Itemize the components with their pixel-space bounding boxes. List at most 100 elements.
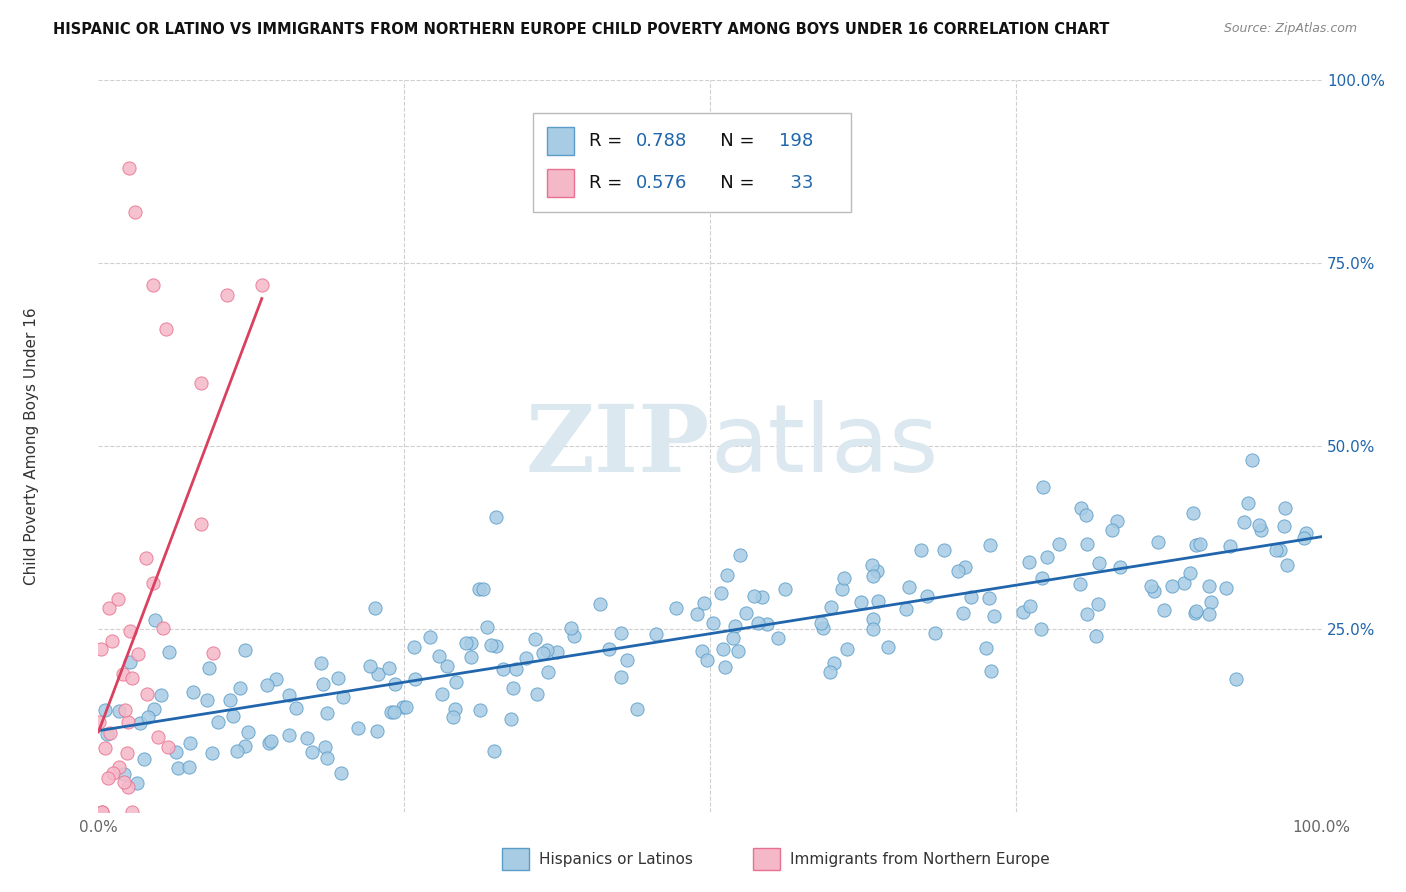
Text: Source: ZipAtlas.com: Source: ZipAtlas.com [1223, 22, 1357, 36]
Point [515, 650, 537, 665]
Point [404, 672, 426, 686]
Point [471, 582, 494, 596]
Point [1236, 495, 1258, 509]
Point [751, 590, 773, 604]
Text: 0.576: 0.576 [636, 174, 686, 192]
Point [1011, 605, 1033, 619]
Point [1225, 672, 1247, 686]
Point [98, 726, 121, 740]
Point [120, 624, 142, 638]
Text: Child Poverty Among Boys Under 16: Child Poverty Among Boys Under 16 [24, 307, 38, 585]
Point [952, 606, 974, 620]
Point [142, 701, 165, 715]
Point [256, 678, 278, 692]
Point [177, 760, 200, 774]
Point [233, 643, 256, 657]
Point [979, 591, 1001, 605]
Point [1031, 571, 1053, 585]
Point [709, 586, 731, 600]
Point [97, 601, 120, 615]
Point [260, 733, 283, 747]
Point [1264, 542, 1286, 557]
Point [1250, 523, 1272, 537]
Point [384, 677, 406, 691]
Point [721, 632, 744, 646]
Point [714, 659, 737, 673]
Point [1109, 559, 1132, 574]
Point [468, 703, 491, 717]
Point [222, 708, 245, 723]
Point [430, 687, 453, 701]
Point [810, 615, 832, 630]
Point [1035, 550, 1057, 565]
Point [226, 744, 249, 758]
Point [1019, 599, 1042, 614]
FancyBboxPatch shape [533, 113, 851, 212]
Point [1215, 581, 1237, 595]
Point [693, 596, 716, 610]
Point [165, 745, 187, 759]
Point [142, 278, 165, 293]
Point [121, 671, 143, 685]
Point [201, 746, 224, 760]
Point [1188, 537, 1211, 551]
Point [112, 775, 135, 789]
Point [456, 636, 478, 650]
Point [202, 646, 225, 660]
Point [142, 576, 165, 591]
Point [89, 715, 111, 730]
Point [108, 759, 131, 773]
Point [1184, 606, 1206, 620]
Point [979, 539, 1001, 553]
Point [894, 602, 917, 616]
Point [616, 653, 638, 667]
Point [598, 641, 620, 656]
Point [118, 656, 141, 670]
Point [537, 665, 560, 679]
Point [692, 644, 714, 658]
Point [696, 653, 718, 667]
Point [347, 721, 370, 735]
Point [665, 600, 688, 615]
Point [229, 681, 252, 695]
FancyBboxPatch shape [547, 169, 574, 196]
Point [1294, 531, 1316, 545]
Point [392, 700, 415, 714]
Point [610, 670, 633, 684]
Point [747, 615, 769, 630]
FancyBboxPatch shape [547, 127, 574, 155]
Point [135, 551, 157, 566]
Text: atlas: atlas [710, 400, 938, 492]
Point [479, 639, 502, 653]
Point [121, 805, 143, 819]
Point [97, 771, 120, 785]
Point [546, 645, 568, 659]
Point [1240, 452, 1263, 467]
Text: HISPANIC OR LATINO VS IMMIGRANTS FROM NORTHERN EUROPE CHILD POVERTY AMONG BOYS U: HISPANIC OR LATINO VS IMMIGRANTS FROM NO… [53, 22, 1109, 37]
Point [1180, 566, 1202, 581]
Point [924, 625, 946, 640]
Point [146, 730, 169, 744]
Point [862, 612, 884, 626]
Point [1185, 538, 1208, 552]
Point [364, 601, 387, 615]
Point [367, 666, 389, 681]
Point [132, 752, 155, 766]
Point [359, 659, 381, 673]
Point [295, 731, 318, 746]
Point [932, 543, 955, 558]
Text: N =: N = [703, 132, 759, 150]
Point [1274, 518, 1296, 533]
Point [485, 510, 508, 524]
Point [314, 739, 336, 754]
Point [167, 761, 190, 775]
Point [181, 684, 204, 698]
Point [309, 656, 332, 670]
Point [159, 645, 181, 659]
Point [1233, 515, 1256, 529]
Point [427, 649, 450, 664]
Point [436, 658, 458, 673]
Point [198, 660, 221, 674]
Text: 33: 33 [779, 174, 813, 192]
Point [1032, 480, 1054, 494]
